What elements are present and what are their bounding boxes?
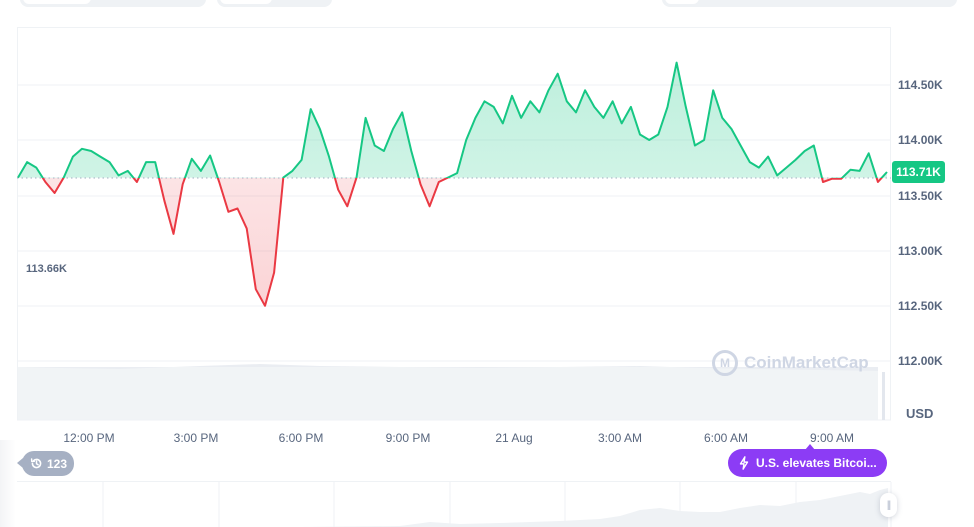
x-tick: 21 Aug <box>495 431 533 445</box>
drag-handle-icon: || <box>886 499 891 511</box>
left-edge-shade <box>0 440 16 527</box>
lightning-icon <box>739 456 749 470</box>
y-tick: 113.00K <box>898 244 943 258</box>
price-line-down <box>18 178 883 307</box>
baseline-price-label: 113.66K <box>26 263 67 275</box>
history-count: 123 <box>47 456 68 471</box>
up-area-fill <box>18 62 887 178</box>
coinmarketcap-watermark: M CoinMarketCap <box>712 350 869 376</box>
x-tick: 9:00 PM <box>385 431 431 445</box>
navigator-drag-handle[interactable]: || <box>880 493 897 517</box>
x-tick: 12:00 PM <box>63 431 115 445</box>
y-tick: 112.00K <box>898 354 943 368</box>
chart-options-tabs[interactable] <box>662 0 957 7</box>
news-headline: U.S. elevates Bitcoi... <box>756 456 877 470</box>
chart-plot-area[interactable] <box>17 27 891 420</box>
navigator-chart[interactable] <box>18 482 892 527</box>
x-tick: 3:00 PM <box>173 431 219 445</box>
news-event-badge[interactable]: U.S. elevates Bitcoi... <box>728 444 887 477</box>
history-icon <box>30 458 42 469</box>
down-area-fill <box>42 178 882 306</box>
history-events-badge[interactable]: 123 <box>16 451 75 476</box>
volume-bars <box>18 364 885 420</box>
x-tick: 6:00 PM <box>278 431 324 445</box>
time-range-tabs[interactable] <box>20 0 206 7</box>
chart-type-tabs[interactable] <box>217 0 332 7</box>
x-tick: 6:00 AM <box>703 431 749 445</box>
current-price-badge: 113.71K <box>892 161 945 183</box>
chart-type-tab-selected[interactable] <box>220 0 272 4</box>
coinmarketcap-logo-icon: M <box>712 350 738 376</box>
price-line-up <box>17 61 888 178</box>
y-tick: 114.00K <box>898 133 943 147</box>
navigator-pane[interactable] <box>17 481 891 527</box>
y-tick: 114.50K <box>898 78 943 92</box>
x-tick: 9:00 AM <box>809 431 855 445</box>
y-tick: 113.50K <box>898 189 943 203</box>
time-range-tab-selected[interactable] <box>23 0 91 4</box>
chart-option-tab-selected[interactable] <box>665 0 699 4</box>
y-tick: 112.50K <box>898 299 943 313</box>
currency-label: USD <box>906 406 934 421</box>
x-tick: 3:00 AM <box>597 431 643 445</box>
